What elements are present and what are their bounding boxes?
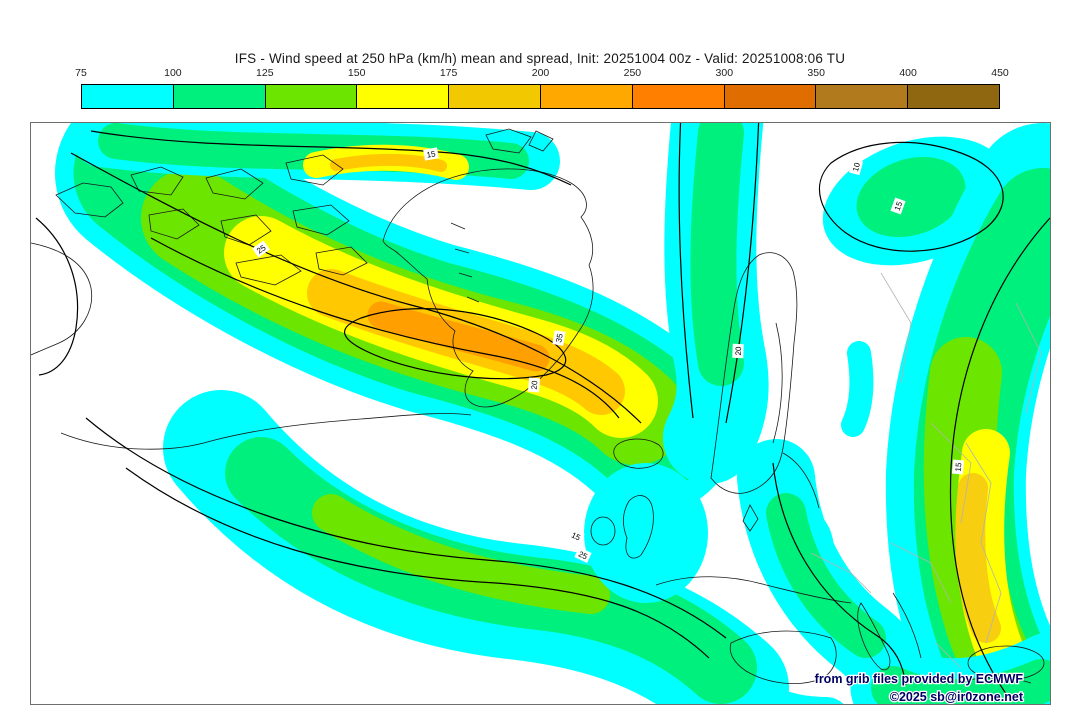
- band-europe: [737, 439, 1050, 704]
- band-bottom-atlantic: [163, 390, 844, 704]
- wind-band-fills: [55, 123, 1050, 704]
- coastlines: [31, 128, 1045, 684]
- wind-speed-map: 15 25 35 20 20 10 15 15 15 25 from grib files pro…: [31, 123, 1050, 704]
- contour-label-15: 15: [567, 528, 585, 544]
- spread-contours: [35, 123, 1050, 702]
- colorbar-segment-150-175: [357, 85, 450, 108]
- colorbar-tick: 350: [807, 67, 825, 79]
- contour-label-25: 25: [252, 240, 270, 258]
- colorbar-segment-250-300: [632, 85, 725, 108]
- contour-label-15: 15: [890, 197, 906, 215]
- colorbar-segment-350-400: [816, 85, 909, 108]
- colorbar-segment-400-450: [908, 85, 999, 108]
- colorbar-tick: 250: [623, 67, 642, 79]
- band-main-jet: [55, 123, 737, 514]
- contour-label-10: 10: [848, 158, 864, 176]
- svg-text:25: 25: [577, 549, 589, 561]
- colorbar-segment-200-250: [540, 85, 633, 108]
- country-borders: [810, 272, 1042, 669]
- map-frame: 15 25 35 20 20 10 15 15 15 25 from grib files pro…: [30, 122, 1051, 705]
- colorbar-tick: 300: [715, 67, 734, 79]
- svg-text:10: 10: [851, 161, 862, 172]
- colorbar-segment-100-125: [173, 85, 266, 108]
- colorbar-tick: 150: [347, 67, 366, 79]
- contour-label-35: 35: [552, 330, 566, 346]
- band-norway-column: [663, 123, 769, 484]
- colorbar-legend: [81, 84, 1000, 109]
- colorbar-tick-labels: 75 100 125 150 175 200 250 300 350 400 450: [75, 67, 1009, 81]
- contour-label-25: 25: [574, 547, 592, 563]
- colorbar-segment-125-150: [265, 85, 358, 108]
- colorbar-segment-75-100: [82, 85, 174, 108]
- colorbar-segment-175-200: [449, 85, 541, 108]
- chart-title: IFS - Wind speed at 250 hPa (km/h) mean …: [234, 51, 846, 66]
- colorbar-tick: 450: [991, 67, 1009, 79]
- contour-label-20: 20: [527, 377, 541, 393]
- svg-text:15: 15: [954, 462, 964, 472]
- contour-label-15: 15: [423, 147, 439, 161]
- contour-label-20: 20: [732, 343, 744, 359]
- svg-text:20: 20: [530, 380, 540, 390]
- colorbar-tick: 100: [164, 67, 182, 79]
- svg-text:15: 15: [893, 200, 905, 212]
- contour-label-layer: 15 25 35 20 20 10 15 15 15 25: [252, 147, 965, 563]
- colorbar-tick: 75: [75, 67, 87, 79]
- band-top-strip: [72, 123, 560, 190]
- contour-label-15: 15: [951, 459, 965, 475]
- attribution-copyright: ©2025 sb@ir0zone.net: [890, 690, 1024, 704]
- colorbar-tick: 200: [531, 67, 550, 79]
- svg-text:15: 15: [570, 530, 582, 542]
- colorbar-tick: 175: [439, 67, 458, 79]
- svg-text:15: 15: [426, 149, 437, 160]
- colorbar-tick: 400: [899, 67, 917, 79]
- attribution-ecmwf: from grib files provided by ECMWF: [815, 672, 1024, 686]
- band-right-jet: [885, 123, 1050, 704]
- svg-text:20: 20: [734, 346, 743, 356]
- colorbar-segment-300-350: [724, 85, 817, 108]
- svg-text:35: 35: [554, 332, 565, 343]
- colorbar-tick: 125: [256, 67, 274, 79]
